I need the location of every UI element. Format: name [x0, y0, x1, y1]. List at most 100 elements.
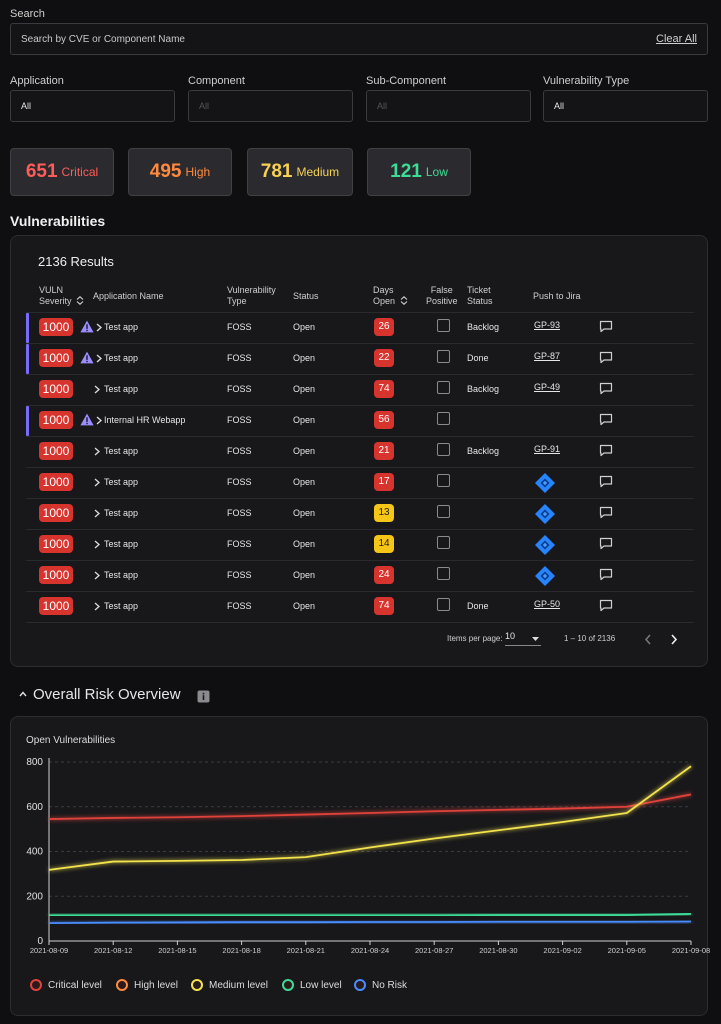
table-row[interactable]: 1000 Test app FOSS Open 13	[26, 498, 694, 529]
fp-header-line1: False	[430, 285, 453, 295]
false-positive-checkbox[interactable]	[437, 443, 450, 456]
expand-row-icon[interactable]	[94, 385, 100, 394]
false-positive-checkbox[interactable]	[437, 381, 450, 394]
legend-item[interactable]: High level	[116, 979, 178, 991]
x-tick-label: 2021-09-08	[672, 946, 710, 955]
days-open-column-header[interactable]: Days Open	[373, 285, 408, 307]
table-row[interactable]: 1000 Test app FOSS Open 14	[26, 529, 694, 560]
severity-score: 1000	[39, 349, 73, 367]
low-count-card[interactable]: 121 Low	[367, 148, 471, 196]
ticket-status: Done	[467, 353, 489, 363]
vulnerability-type-select[interactable]: All	[543, 90, 708, 122]
expand-row-icon[interactable]	[94, 540, 100, 549]
comment-icon[interactable]	[599, 599, 613, 612]
application-name: Test app	[104, 384, 139, 394]
next-page-icon[interactable]	[670, 634, 678, 645]
expand-row-icon[interactable]	[94, 602, 100, 611]
component-select[interactable]: All	[188, 90, 353, 122]
table-row[interactable]: 1000 Test app FOSS Open 22 Done GP-87	[26, 343, 694, 374]
jira-ticket-link[interactable]: GP-93	[534, 320, 561, 330]
high-count-card[interactable]: 495 High	[128, 148, 232, 196]
clear-all-link[interactable]: Clear All	[656, 33, 697, 45]
legend-label: Critical level	[48, 979, 102, 991]
items-per-page-select[interactable]: 10	[505, 631, 541, 646]
vulnerability-type: FOSS	[227, 384, 252, 394]
expand-row-icon[interactable]	[96, 323, 102, 332]
x-tick-label: 2021-08-12	[94, 946, 132, 955]
false-positive-checkbox[interactable]	[437, 598, 450, 611]
legend-item[interactable]: Medium level	[191, 979, 268, 991]
comment-icon[interactable]	[599, 382, 613, 395]
expand-row-icon[interactable]	[94, 478, 100, 487]
application-name: Test app	[104, 601, 139, 611]
x-tick-label: 2021-09-02	[543, 946, 581, 955]
comment-icon[interactable]	[599, 444, 613, 457]
jira-icon[interactable]	[535, 473, 555, 493]
table-row[interactable]: 1000 Test app FOSS Open 74 Backlog GP-49	[26, 374, 694, 405]
comment-icon[interactable]	[599, 320, 613, 333]
comment-icon[interactable]	[599, 537, 613, 550]
legend-item[interactable]: Low level	[282, 979, 342, 991]
y-tick-label: 400	[26, 847, 43, 858]
jira-ticket-link[interactable]: GP-50	[534, 599, 561, 609]
false-positive-checkbox[interactable]	[437, 505, 450, 518]
legend-label: No Risk	[372, 979, 408, 991]
chart-title: Open Vulnerabilities	[26, 735, 116, 746]
jira-ticket-link[interactable]: GP-49	[534, 382, 561, 392]
expand-row-icon[interactable]	[94, 509, 100, 518]
false-positive-checkbox[interactable]	[437, 319, 450, 332]
table-row[interactable]: 1000 Test app FOSS Open 24	[26, 560, 694, 591]
table-row[interactable]: 1000 Test app FOSS Open 74 Done GP-50	[26, 591, 694, 622]
expand-row-icon[interactable]	[94, 447, 100, 456]
critical-count-card[interactable]: 651 Critical	[10, 148, 114, 196]
search-input[interactable]	[21, 33, 521, 45]
collapse-chevron-icon[interactable]	[19, 691, 27, 697]
jira-icon[interactable]	[535, 535, 555, 555]
jira-icon[interactable]	[535, 504, 555, 524]
comment-icon[interactable]	[599, 413, 613, 426]
days-open-badge: 74	[374, 380, 394, 398]
false-positive-checkbox[interactable]	[437, 412, 450, 425]
application-name: Test app	[104, 539, 139, 549]
days-open-badge: 13	[374, 504, 394, 522]
false-positive-checkbox[interactable]	[437, 350, 450, 363]
comment-icon[interactable]	[599, 506, 613, 519]
sub-component-select[interactable]: All	[366, 90, 531, 122]
application-name: Internal HR Webapp	[104, 415, 186, 425]
medium-count-card[interactable]: 781 Medium	[247, 148, 353, 196]
status: Open	[293, 322, 316, 332]
jira-ticket-link[interactable]: GP-87	[534, 351, 561, 361]
vulnerability-type: FOSS	[227, 446, 252, 456]
sort-icon	[76, 296, 84, 305]
table-row[interactable]: 1000 Test app FOSS Open 17	[26, 467, 694, 498]
severity-column-header[interactable]: VULN Severity	[39, 285, 84, 307]
expand-row-icon[interactable]	[96, 416, 102, 425]
severity-header-line1: VULN	[39, 285, 64, 295]
table-row[interactable]: 1000 Test app FOSS Open 26 Backlog GP-93	[26, 312, 694, 343]
table-row[interactable]: 1000 Test app FOSS Open 21 Backlog GP-91	[26, 436, 694, 467]
x-tick-label: 2021-08-24	[351, 946, 389, 955]
low-count: 121	[390, 161, 422, 182]
medium-label: Medium	[296, 165, 340, 179]
vulnerability-type: FOSS	[227, 415, 252, 425]
previous-page-icon[interactable]	[644, 634, 652, 645]
false-positive-checkbox[interactable]	[437, 474, 450, 487]
comment-icon[interactable]	[599, 568, 613, 581]
legend-item[interactable]: Critical level	[30, 979, 102, 991]
false-positive-checkbox[interactable]	[437, 567, 450, 580]
jira-ticket-link[interactable]: GP-91	[534, 444, 561, 454]
false-positive-checkbox[interactable]	[437, 536, 450, 549]
vulnerability-type-select-value: All	[554, 101, 565, 111]
application-select[interactable]: All	[10, 90, 175, 122]
table-row[interactable]: 1000 Internal HR Webapp FOSS Open 56	[26, 405, 694, 436]
jira-icon[interactable]	[535, 566, 555, 586]
expand-row-icon[interactable]	[94, 571, 100, 580]
application-name: Test app	[104, 446, 139, 456]
info-icon[interactable]	[197, 690, 210, 703]
status: Open	[293, 446, 316, 456]
expand-row-icon[interactable]	[96, 354, 102, 363]
comment-icon[interactable]	[599, 351, 613, 364]
comment-icon[interactable]	[599, 475, 613, 488]
application-name: Test app	[104, 353, 139, 363]
legend-item[interactable]: No Risk	[354, 979, 407, 991]
